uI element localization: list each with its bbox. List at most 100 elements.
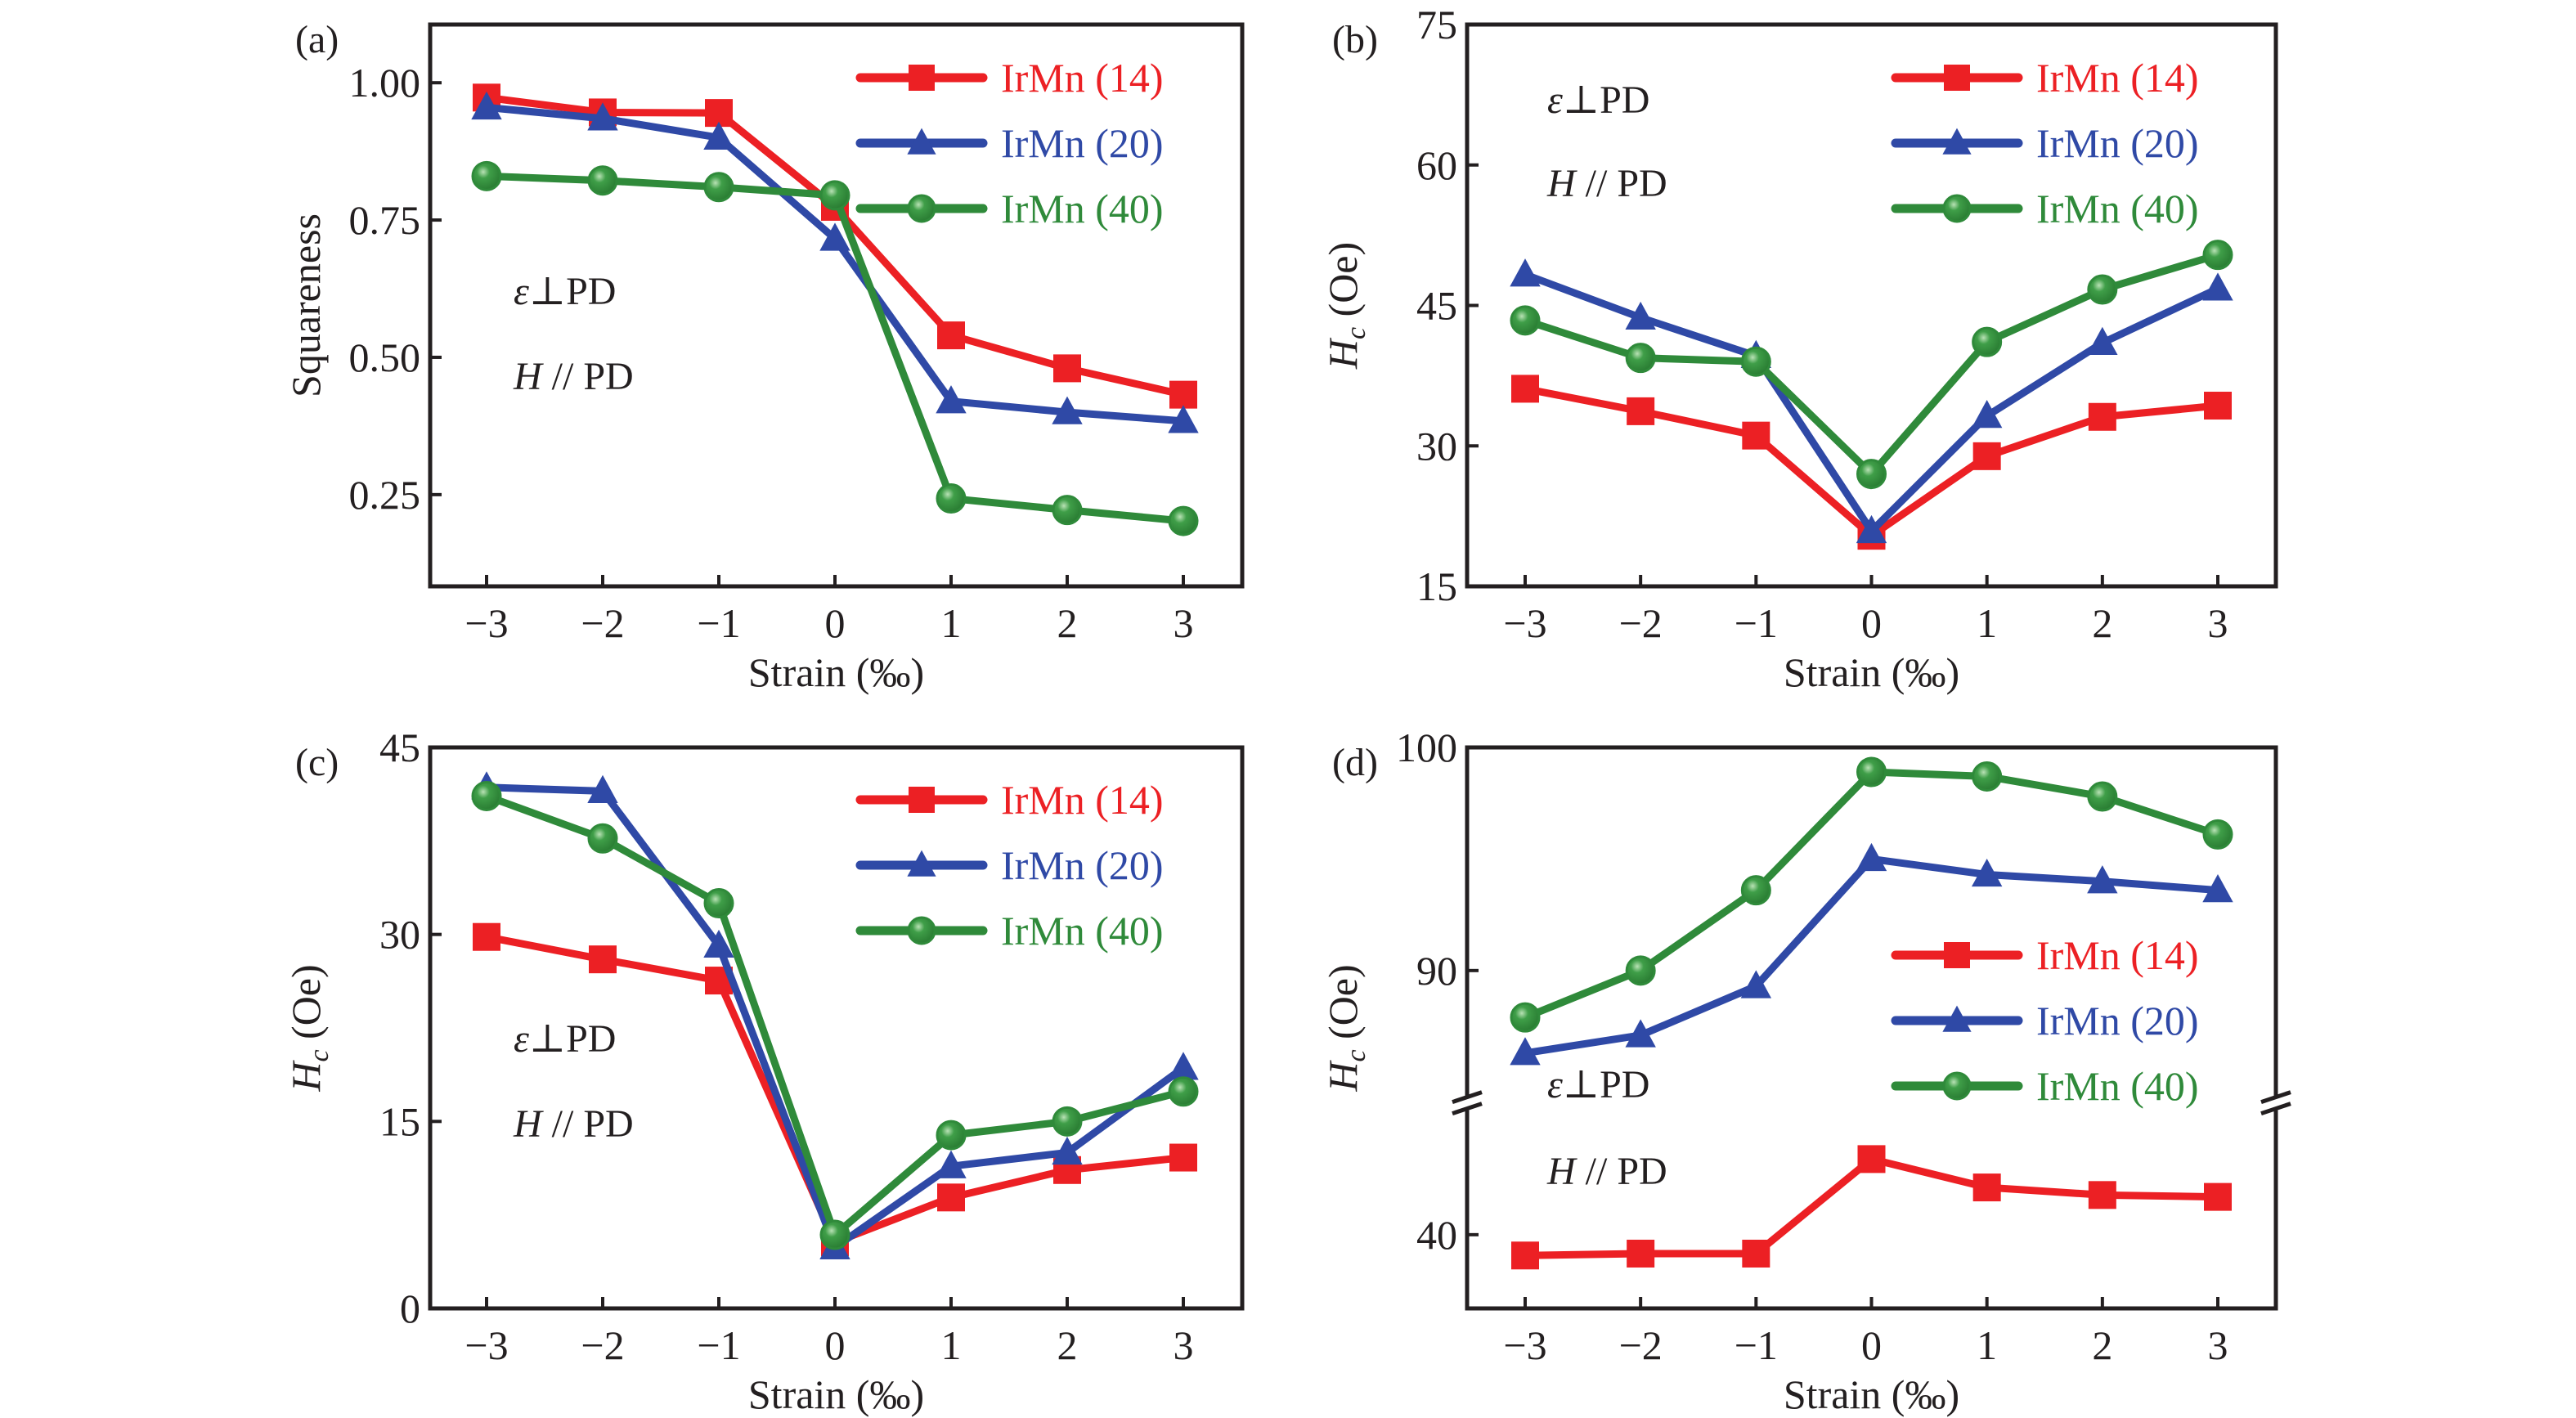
data-point-circle-icon	[471, 780, 502, 811]
data-point-triangle-icon	[2087, 326, 2118, 355]
annotation-symbol: ε	[1547, 1063, 1563, 1106]
x-tick-label: −3	[464, 1322, 508, 1368]
panel-a: −3 −2 −1 0 1 2 3 0.25 0.50 0.75 1.00 Strain (‰) Squa…	[283, 18, 1245, 695]
legend-item-irmn-40: IrMn (40)	[1891, 1063, 2199, 1109]
data-point-circle-icon	[1625, 343, 1656, 374]
x-tick-label: −2	[1619, 600, 1663, 646]
annotation-symbol: ε	[514, 270, 529, 313]
y-axis-title: Hc (Oe)	[1320, 242, 1371, 370]
legend-label: IrMn (40)	[2036, 186, 2199, 231]
data-point-triangle-icon	[1168, 405, 1199, 433]
data-point-triangle-icon	[2202, 874, 2233, 903]
x-tick-label: −3	[1503, 600, 1546, 646]
legend-label: IrMn (14)	[1001, 55, 1164, 101]
annotation-strain-perp-pd: ε⊥PD	[1547, 79, 1649, 122]
x-axis-title: Strain (‰)	[748, 649, 924, 695]
data-point-square-icon	[1627, 397, 1655, 425]
data-point-circle-icon	[471, 160, 502, 191]
data-point-square-icon	[1742, 1239, 1770, 1268]
series-irmn-20	[1510, 258, 2233, 544]
x-tick-label: −1	[697, 600, 740, 646]
data-point-circle-icon	[703, 172, 734, 203]
y-tick-label: 40	[1416, 1212, 1457, 1258]
x-tick-label: 0	[1861, 1322, 1882, 1368]
legend-marker-triangle-icon	[1942, 128, 1972, 155]
y-axis-title-subscript: c	[304, 1049, 334, 1061]
series-irmn-40	[1510, 756, 2233, 1033]
data-point-circle-icon	[1168, 1076, 1199, 1107]
x-tick-label: 2	[2092, 600, 2112, 646]
y-axis-title-symbol: H	[1320, 337, 1366, 370]
x-tick-label: 3	[2208, 1322, 2228, 1368]
data-point-triangle-icon	[1971, 400, 2003, 429]
x-tick-label: 1	[1977, 1322, 1997, 1368]
legend-marker-triangle-icon	[907, 850, 936, 877]
data-point-square-icon	[473, 922, 500, 951]
panel-b: −3 −2 −1 0 1 2 3 15 30 45 60 75 Strain (‰) Hc (Oe) (b)…	[1320, 2, 2278, 695]
x-axis-title: Strain (‰)	[1784, 1371, 1959, 1417]
legend-marker-circle-icon	[1942, 194, 1972, 223]
y-axis-title-subscript: c	[1341, 1049, 1371, 1061]
annotation-symbol: H	[513, 1102, 544, 1146]
data-point-circle-icon	[1740, 875, 1771, 906]
break-slash	[1452, 1102, 1483, 1115]
y-axis-title: Hc (Oe)	[283, 964, 334, 1092]
x-axis-title: Strain (‰)	[1784, 649, 1959, 695]
data-point-triangle-icon	[1168, 1052, 1199, 1080]
annotation-symbol: ε	[1547, 79, 1563, 122]
y-tick-label: 0.25	[349, 472, 421, 518]
data-point-square-icon	[1972, 442, 2001, 470]
series-irmn-20	[1510, 842, 2233, 1066]
legend-label: IrMn (40)	[1001, 908, 1164, 954]
legend-marker-square-icon	[1944, 942, 1970, 968]
data-point-square-icon	[1511, 375, 1539, 403]
data-point-circle-icon	[936, 483, 967, 514]
annotation-field-parallel-pd: H // PD	[1546, 162, 1667, 205]
x-tick-label: 3	[2208, 600, 2228, 646]
break-slash	[2260, 1090, 2291, 1104]
data-point-circle-icon	[1510, 1002, 1541, 1033]
data-point-circle-icon	[1740, 346, 1771, 377]
y-tick-label: 0	[400, 1286, 420, 1331]
data-point-circle-icon	[1856, 459, 1887, 490]
legend-item-irmn-40: IrMn (40)	[1891, 186, 2199, 231]
series-line	[1521, 768, 2222, 1021]
x-tick-label: 1	[941, 600, 962, 646]
x-tick-label: −2	[1619, 1322, 1663, 1368]
panel-d: −3 −2 −1 0 1 2 3 40 90 100 Strain (‰) Hc (Oe) (d) ε⊥P…	[1320, 725, 2291, 1417]
x-tick-label: −1	[1735, 1322, 1778, 1368]
y-tick-label: 0.75	[349, 197, 421, 243]
y-tick-label: 30	[379, 912, 420, 958]
data-point-circle-icon	[819, 1219, 850, 1250]
y-axis-title-unit: (Oe)	[1320, 964, 1366, 1049]
annotation-symbol: H	[1546, 1150, 1577, 1193]
annotation-text: // PD	[1576, 1150, 1667, 1193]
series-irmn-40	[471, 780, 1199, 1250]
data-point-triangle-icon	[1510, 258, 1541, 287]
x-tick-label: −3	[464, 600, 508, 646]
data-point-square-icon	[2088, 402, 2116, 431]
data-point-circle-icon	[587, 165, 618, 196]
annotation-text: // PD	[542, 355, 634, 398]
legend-item-irmn-40: IrMn (40)	[855, 186, 1164, 231]
legend-item-irmn-20: IrMn (20)	[855, 842, 1164, 888]
annotation-symbol: H	[513, 355, 544, 398]
legend-label: IrMn (14)	[1001, 777, 1164, 823]
annotation-symbol: H	[1546, 162, 1577, 205]
data-point-triangle-icon	[1510, 1037, 1541, 1066]
data-point-circle-icon	[703, 888, 734, 919]
y-axis-title-subscript: c	[1341, 327, 1371, 339]
legend-label: IrMn (14)	[2036, 932, 2199, 978]
data-point-square-icon	[1742, 421, 1770, 450]
data-point-square-icon	[589, 945, 617, 974]
x-tick-label: 2	[2092, 1322, 2112, 1368]
x-tick-label: −1	[1735, 600, 1778, 646]
data-point-circle-icon	[1972, 761, 2003, 792]
legend-marker-square-icon	[909, 65, 935, 91]
data-point-circle-icon	[2087, 274, 2118, 305]
y-tick-label: 15	[1416, 563, 1457, 609]
data-point-square-icon	[1053, 354, 1081, 383]
legend-item-irmn-14: IrMn (14)	[855, 777, 1164, 823]
y-tick-label: 100	[1396, 725, 1457, 770]
